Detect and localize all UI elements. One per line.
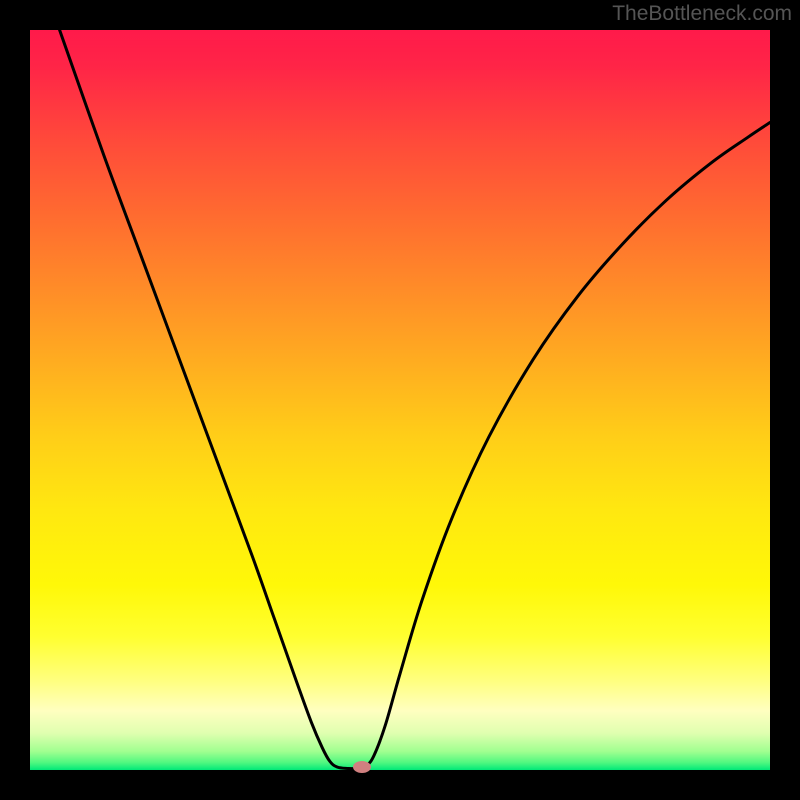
watermark-text: TheBottleneck.com — [612, 2, 792, 26]
v-curve-path — [60, 30, 770, 769]
chart-curve — [30, 30, 770, 770]
chart-plot-area — [30, 30, 770, 770]
result-marker — [353, 761, 371, 773]
